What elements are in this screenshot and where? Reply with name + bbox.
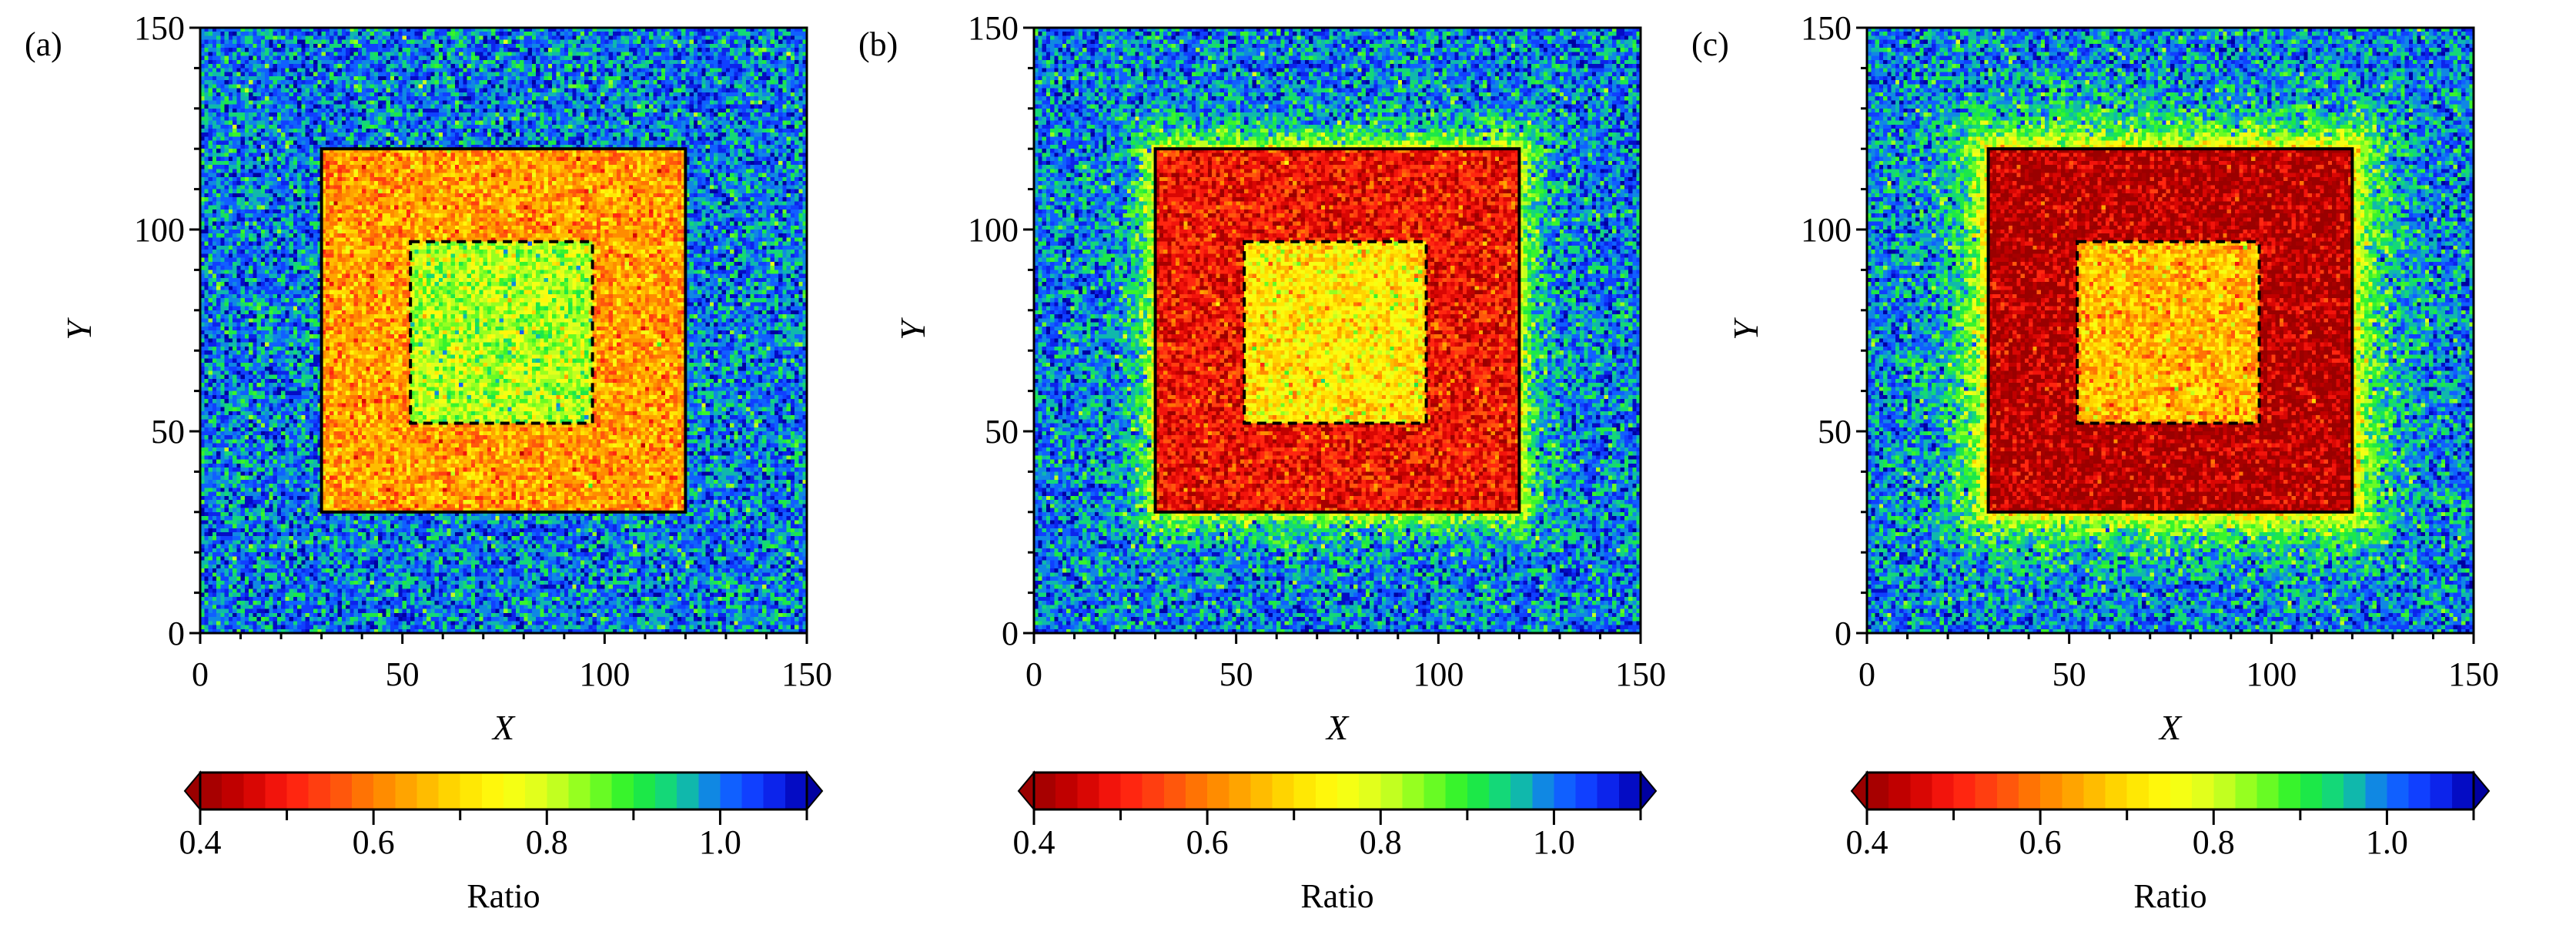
colorbar-extend-low <box>183 770 201 812</box>
x-tick-label: 150 <box>1615 655 1666 693</box>
plot-frame <box>1865 26 2475 635</box>
colorbar-tick-label: 0.4 <box>1013 823 1055 861</box>
inner-dashed-square <box>409 240 594 425</box>
y-axis-label: Y <box>59 317 99 340</box>
plot-frame <box>1032 26 1642 635</box>
panel-b: 00 50 50 100 100 150 150 X Y (b) <box>858 9 1666 747</box>
inner-dashed-square <box>1243 240 1428 425</box>
x-tick-label: 0 <box>1858 655 1875 693</box>
colorbar-tick-label: 0.6 <box>353 823 395 861</box>
y-tick-label: 50 <box>151 413 185 451</box>
colorbar-extend-high <box>1640 770 1658 812</box>
colorbar: 0.4 0.6 0.8 1.0 Ratio <box>179 770 824 915</box>
x-tick-label: 50 <box>1219 655 1253 693</box>
y-tick-label: 150 <box>968 9 1019 47</box>
x-axis-label: X <box>491 708 516 747</box>
y-tick-label: 100 <box>968 211 1019 249</box>
colorbar-tick-label: 0.8 <box>2193 823 2235 861</box>
inner-dashed-square <box>2076 240 2261 425</box>
colorbar: 0.4 0.6 0.8 1.0 Ratio <box>1846 770 2491 915</box>
colorbar-frame <box>1032 771 1642 811</box>
colorbar-tick-label: 0.8 <box>526 823 568 861</box>
panel-a: 00 50 50 100 100 150 150 X Y (a) <box>25 9 832 747</box>
x-tick-label: 100 <box>579 655 630 693</box>
heatmap-panel-b <box>1034 28 1641 633</box>
colorbar-tick-label: 1.0 <box>699 823 741 861</box>
colorbar-tick-label: 0.6 <box>1186 823 1229 861</box>
y-tick-label: 150 <box>1801 9 1852 47</box>
y-tick-label: 0 <box>1002 615 1019 652</box>
colorbar-extend-high <box>806 770 824 812</box>
x-tick-label: 0 <box>192 655 209 693</box>
x-tick-label: 150 <box>781 655 832 693</box>
colorbar-tick-label: 0.4 <box>179 823 222 861</box>
colorbar-label: Ratio <box>2133 877 2206 915</box>
panel-label: (c) <box>1691 25 1729 63</box>
colorbar-tick-label: 1.0 <box>2366 823 2408 861</box>
colorbar-panel-a <box>200 773 807 809</box>
y-tick-label: 0 <box>1835 615 1852 652</box>
x-tick-label: 100 <box>1413 655 1464 693</box>
panel-c: 00 50 50 100 100 150 150 X Y (c) <box>1691 9 2499 747</box>
x-axis-label: X <box>2158 708 2183 747</box>
colorbar-extend-high <box>2473 770 2491 812</box>
panel-label: (b) <box>858 25 898 63</box>
colorbar-frame <box>1865 771 2475 811</box>
colorbar-extend-low <box>1850 770 1868 812</box>
colorbar-tick-label: 1.0 <box>1533 823 1575 861</box>
colorbar-tick-label: 0.6 <box>2019 823 2062 861</box>
colorbar-panel-b <box>1034 773 1641 809</box>
y-tick-label: 50 <box>985 413 1019 451</box>
heatmap-panel-c <box>1867 28 2474 633</box>
x-tick-label: 50 <box>2052 655 2086 693</box>
panel-label: (a) <box>25 25 62 63</box>
x-tick-label: 150 <box>2448 655 2499 693</box>
y-tick-label: 50 <box>1818 413 1852 451</box>
colorbar-tick-label: 0.8 <box>1360 823 1402 861</box>
outer-square-outline <box>1986 147 2354 514</box>
y-tick-label: 100 <box>134 211 185 249</box>
y-axis-label: Y <box>1726 317 1765 340</box>
x-tick-label: 50 <box>386 655 420 693</box>
colorbar-tick-label: 0.4 <box>1846 823 1889 861</box>
colorbar-label: Ratio <box>1300 877 1373 915</box>
colorbar-label: Ratio <box>467 877 540 915</box>
colorbar-frame <box>199 771 808 811</box>
x-axis-label: X <box>1325 708 1350 747</box>
y-tick-label: 100 <box>1801 211 1852 249</box>
y-tick-label: 150 <box>134 9 185 47</box>
colorbar-panel-c <box>1867 773 2474 809</box>
y-tick-label: 0 <box>168 615 185 652</box>
colorbar: 0.4 0.6 0.8 1.0 Ratio <box>1013 770 1658 915</box>
outer-square-outline <box>1153 147 1521 514</box>
y-axis-label: Y <box>893 317 932 340</box>
plot-frame <box>199 26 808 635</box>
x-tick-label: 100 <box>2246 655 2297 693</box>
colorbar-extend-low <box>1017 770 1035 812</box>
heatmap-panel-a <box>200 28 807 633</box>
outer-square-outline <box>319 147 687 514</box>
x-tick-label: 0 <box>1025 655 1042 693</box>
